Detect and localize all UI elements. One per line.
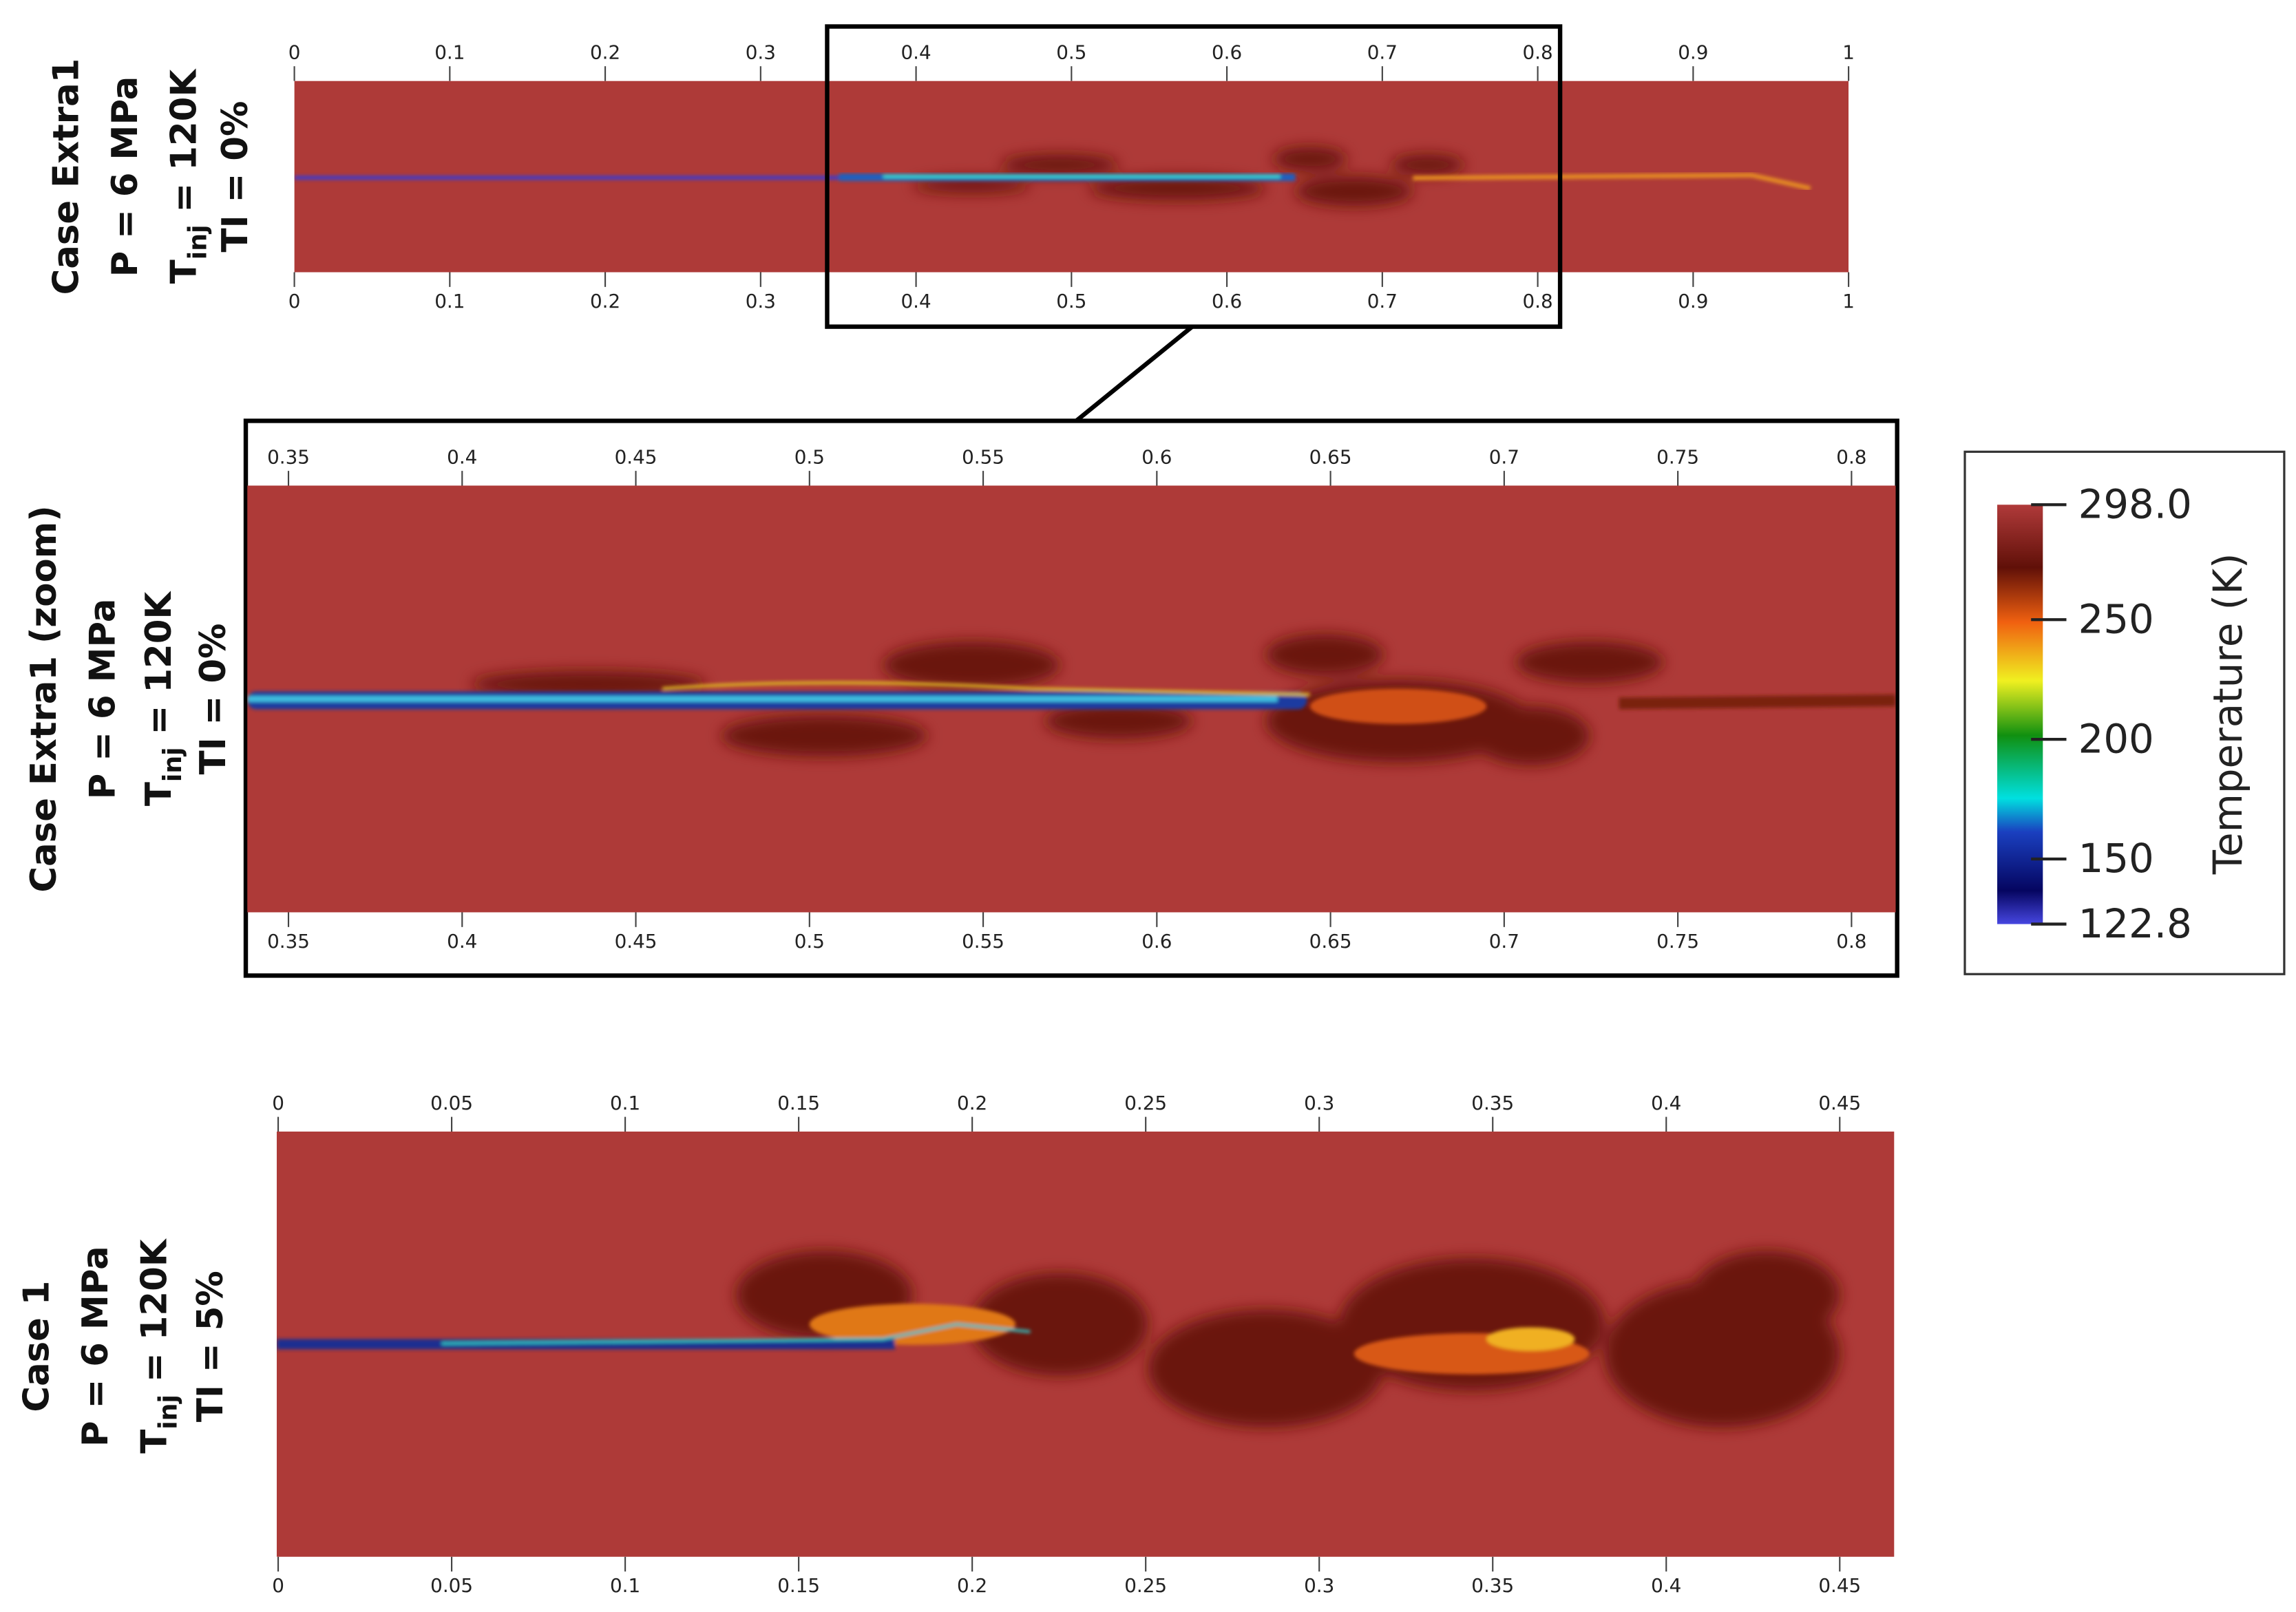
panel-label: P = 6 MPa (83, 599, 124, 800)
tick-label: 0.8 (1836, 445, 1866, 468)
tick-label: 0.3 (1304, 1092, 1334, 1114)
tick-label: 0.45 (615, 930, 657, 953)
field-1 (294, 81, 1849, 273)
tick-label: 0.4 (447, 930, 477, 953)
tick-label: 0.2 (957, 1574, 987, 1597)
label-text: T (138, 782, 180, 806)
tick-label: 0.75 (1656, 930, 1699, 953)
tick-label: 0.7 (1489, 445, 1519, 468)
label-text: = 120K (134, 1238, 176, 1394)
tick-label: 0.3 (746, 41, 776, 64)
panel-label: Tinj = 120K (163, 68, 212, 284)
tick-label: 0.2 (590, 290, 620, 312)
colorbar-tick-label: 200 (2078, 715, 2154, 762)
tick-label: 0.7 (1489, 930, 1519, 953)
tick-label: 0.3 (1304, 1574, 1334, 1597)
label-text: = 120K (138, 591, 180, 747)
panel-label: TI = 5% (190, 1271, 231, 1422)
panel-label: TI = 0% (215, 101, 256, 253)
tick-label: 0 (272, 1092, 284, 1114)
tick-label: 0.4 (1651, 1574, 1681, 1597)
label-text: T (163, 259, 204, 284)
tick-label: 0.5 (1056, 41, 1086, 64)
panel-label: Case Extra1 (45, 59, 87, 295)
panel-label: Case 1 (17, 1281, 58, 1412)
tick-label: 0.35 (1471, 1574, 1514, 1597)
panel-label: Case Extra1 (zoom) (23, 505, 65, 892)
tick-label: 0.65 (1309, 445, 1352, 468)
tick-label: 0.1 (610, 1574, 640, 1597)
label-subscript: inj (154, 1394, 183, 1430)
tick-label: 1 (1842, 41, 1855, 64)
tick-label: 0.2 (590, 41, 620, 64)
colorbar-tick-label: 150 (2078, 835, 2154, 882)
tick-label: 0.8 (1523, 290, 1553, 312)
zoom-connector (1073, 325, 1194, 425)
tick-label: 0.25 (1124, 1092, 1167, 1114)
panel-label: Tinj = 120K (138, 591, 187, 807)
tick-label: 0.45 (1818, 1092, 1861, 1114)
tick-label: 0.75 (1656, 445, 1699, 468)
tick-label: 0.2 (957, 1092, 987, 1114)
tick-label: 0.4 (901, 41, 931, 64)
colorbar-tick-label: 250 (2078, 595, 2154, 642)
tick-label: 0 (288, 290, 301, 312)
tick-label: 0.5 (794, 445, 825, 468)
tick-label: 0.35 (267, 930, 310, 953)
label-text: = 120K (163, 68, 204, 225)
tick-label: 0.05 (430, 1092, 473, 1114)
label-subscript: inj (158, 747, 187, 782)
colorbar-tick-label: 298.0 (2078, 481, 2192, 528)
tick-label: 0.6 (1212, 41, 1242, 64)
tick-label: 0.4 (1651, 1092, 1681, 1114)
tick-label: 0.6 (1212, 290, 1242, 312)
field-3 (276, 1131, 1895, 1557)
tick-label: 0.7 (1367, 290, 1398, 312)
tick-label: 0 (288, 41, 301, 64)
tick-label: 0.9 (1678, 41, 1708, 64)
tick-label: 0.55 (962, 930, 1004, 953)
panel-label: P = 6 MPa (105, 76, 146, 277)
label-subscript: inj (182, 224, 212, 259)
colorbar-title: Temperature (K) (2204, 553, 2251, 875)
tick-label: 0.5 (794, 930, 825, 953)
panel-label: Tinj = 120K (134, 1238, 183, 1454)
tick-label: 0.35 (1471, 1092, 1514, 1114)
field-2 (247, 485, 1896, 913)
tick-label: 0.4 (901, 290, 931, 312)
tick-label: 1 (1842, 290, 1855, 312)
tick-label: 0.8 (1836, 930, 1866, 953)
tick-label: 0.25 (1124, 1574, 1167, 1597)
tick-label: 0.35 (267, 445, 310, 468)
panel-label: TI = 0% (193, 624, 234, 775)
zoom-box (825, 24, 1563, 329)
tick-label: 0.1 (434, 41, 465, 64)
tick-label: 0.6 (1141, 930, 1172, 953)
tick-label: 0.6 (1141, 445, 1172, 468)
tick-label: 0 (272, 1574, 284, 1597)
tick-label: 0.15 (777, 1092, 820, 1114)
tick-label: 0.65 (1309, 930, 1352, 953)
tick-label: 0.05 (430, 1574, 473, 1597)
tick-label: 0.1 (610, 1092, 640, 1114)
label-text: T (134, 1430, 176, 1454)
tick-label: 0.9 (1678, 290, 1708, 312)
tick-label: 0.15 (777, 1574, 820, 1597)
tick-label: 0.45 (615, 445, 657, 468)
tick-label: 0.3 (746, 290, 776, 312)
tick-label: 0.4 (447, 445, 477, 468)
tick-label: 0.7 (1367, 41, 1398, 64)
colorbar-tick-label: 122.8 (2078, 900, 2192, 947)
colorbar (1997, 505, 2043, 924)
tick-label: 0.1 (434, 290, 465, 312)
tick-label: 0.45 (1818, 1574, 1861, 1597)
tick-label: 0.55 (962, 445, 1004, 468)
panel-label: P = 6 MPa (75, 1246, 116, 1447)
tick-label: 0.5 (1056, 290, 1086, 312)
tick-label: 0.8 (1523, 41, 1553, 64)
